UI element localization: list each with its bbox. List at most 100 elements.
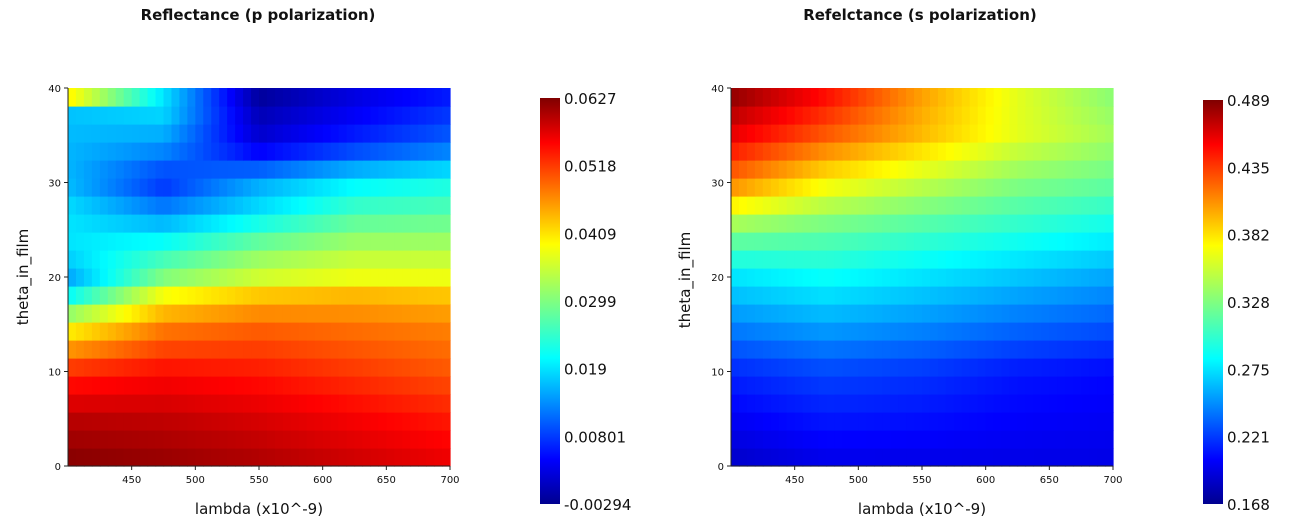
heatmap-cell: [738, 286, 748, 305]
heatmap-cell: [107, 124, 117, 143]
heatmap-cell: [306, 304, 316, 323]
heatmap-cell: [211, 394, 220, 413]
heatmap-cell: [68, 250, 77, 269]
heatmap-cell: [83, 196, 93, 215]
heatmap-cell: [338, 160, 348, 179]
heatmap-cell: [442, 394, 451, 413]
heatmap-cell: [1105, 178, 1114, 197]
heatmap-cell: [219, 178, 228, 197]
heatmap-cell: [314, 430, 324, 449]
heatmap-cell: [131, 124, 141, 143]
heatmap-cell: [874, 340, 883, 359]
heatmap-cell: [282, 430, 292, 449]
heatmap-cell: [163, 448, 173, 467]
heatmap-cell: [1025, 304, 1035, 323]
heatmap-cell: [243, 268, 252, 287]
heatmap-cell: [778, 448, 788, 467]
heatmap-cell: [762, 286, 772, 305]
heatmap-cell: [1065, 304, 1074, 323]
heatmap-cell: [1009, 124, 1019, 143]
heatmap-cell: [977, 412, 987, 431]
heatmap-cell: [922, 304, 931, 323]
heatmap-cell: [314, 124, 324, 143]
heatmap-cell: [306, 196, 316, 215]
heatmap-cell: [139, 322, 149, 341]
heatmap-cell: [99, 394, 109, 413]
heatmap-cell: [123, 286, 133, 305]
heatmap-cell: [227, 430, 236, 449]
heatmap-cell: [330, 340, 340, 359]
heatmap-cell: [850, 214, 859, 233]
heatmap-cell: [362, 448, 372, 467]
heatmap-cell: [762, 178, 772, 197]
heatmap-cell: [179, 376, 188, 395]
heatmap-cell: [818, 124, 828, 143]
heatmap-cell: [746, 340, 756, 359]
heatmap-cell: [977, 394, 987, 413]
heatmap-cell: [1105, 232, 1114, 251]
heatmap-cell: [163, 358, 173, 377]
heatmap-cell: [274, 250, 284, 269]
heatmap-cell: [922, 358, 931, 377]
heatmap-cell: [402, 268, 411, 287]
heatmap-cell: [227, 232, 236, 251]
heatmap-cell: [322, 376, 332, 395]
heatmap-cell: [754, 340, 764, 359]
heatmap-cell: [259, 250, 268, 269]
heatmap-cell: [731, 340, 740, 359]
heatmap-cell: [953, 142, 963, 161]
heatmap-cell: [898, 196, 907, 215]
heatmap-cell: [1105, 124, 1114, 143]
heatmap-cell: [882, 268, 891, 287]
heatmap-cell: [274, 322, 284, 341]
heatmap-cell: [993, 286, 1003, 305]
heatmap-cell: [914, 124, 923, 143]
colorbar-tick-label: 0.0409: [564, 225, 617, 243]
heatmap-cell: [187, 232, 196, 251]
heatmap-cell: [99, 412, 109, 431]
heatmap-cell: [115, 304, 125, 323]
heatmap-cell: [882, 448, 891, 467]
chart-p-polarization: Reflectance (p polarization) 450 500 550 60…: [14, 6, 631, 518]
heatmap-cell: [993, 430, 1003, 449]
heatmap-cell: [1089, 304, 1098, 323]
heatmap-cell: [354, 160, 364, 179]
y-tick-label: 0: [55, 462, 61, 473]
heatmap-cell: [786, 394, 796, 413]
heatmap-cell: [235, 250, 244, 269]
heatmap-cell: [115, 142, 125, 161]
heatmap-cell: [1033, 304, 1042, 323]
heatmap-cell: [842, 286, 851, 305]
heatmap-cell: [99, 250, 109, 269]
heatmap-cell: [298, 142, 308, 161]
heatmap-cell: [251, 232, 260, 251]
colorbar-tick-label: 0.435: [1227, 159, 1270, 177]
heatmap-cell: [1097, 376, 1106, 395]
heatmap-cell: [842, 196, 851, 215]
heatmap-cell: [219, 250, 228, 269]
heatmap-cell: [969, 286, 979, 305]
heatmap-cell: [282, 178, 292, 197]
heatmap-cell: [890, 304, 899, 323]
heatmap-cell: [1073, 232, 1082, 251]
heatmap-cell: [1105, 412, 1114, 431]
heatmap-cell: [866, 340, 875, 359]
heatmap-cell: [179, 448, 188, 467]
heatmap-cell: [1033, 448, 1042, 467]
heatmap-cell: [746, 160, 756, 179]
heatmap-cell: [402, 412, 411, 431]
heatmap-cell: [155, 106, 165, 125]
heatmap-cell: [961, 322, 971, 341]
heatmap-plot-area: [68, 88, 451, 467]
heatmap-cell: [882, 340, 891, 359]
heatmap-cell: [434, 430, 443, 449]
heatmap-cell: [394, 394, 403, 413]
heatmap-cell: [394, 358, 403, 377]
heatmap-cell: [818, 322, 828, 341]
x-tick-label: 500: [186, 475, 205, 486]
heatmap-cell: [91, 196, 101, 215]
heatmap-cell: [1017, 106, 1027, 125]
heatmap-cell: [969, 178, 979, 197]
heatmap-cell: [322, 178, 332, 197]
heatmap-cell: [914, 340, 923, 359]
